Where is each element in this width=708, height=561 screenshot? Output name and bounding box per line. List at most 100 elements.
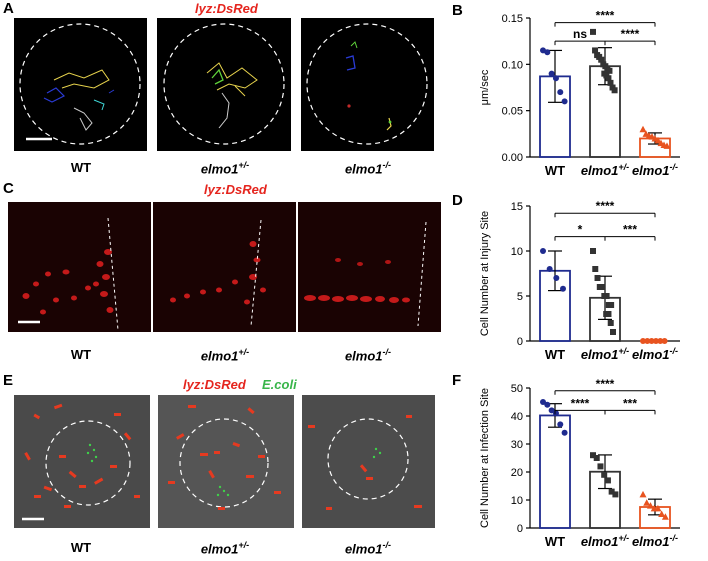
x-tick-label: elmo1+/- (581, 346, 629, 362)
data-point (552, 75, 559, 82)
x-tick-label: elmo1-/- (632, 533, 678, 549)
data-point (553, 275, 560, 281)
data-point (607, 320, 614, 326)
data-point (661, 338, 668, 344)
data-point (640, 338, 646, 344)
y-tick-label: 30 (511, 439, 523, 451)
significance-label: **** (596, 9, 615, 23)
genotype-label-e-wt: WT (70, 540, 92, 555)
significance-label: **** (596, 199, 615, 213)
y-tick-label: 5 (517, 291, 523, 303)
y-tick-label: 0 (517, 523, 523, 535)
y-tick-label: 10 (511, 246, 523, 258)
data-point (552, 410, 559, 417)
data-point (646, 502, 654, 509)
data-point (544, 49, 551, 56)
y-tick-label: 0.10 (502, 59, 523, 71)
data-point (657, 338, 664, 344)
panel-label-d: D (452, 192, 463, 209)
y-tick-label: 0 (517, 336, 523, 348)
chart-f: 0 10 20 30 40 50 Cell Number at Infection Site… (479, 377, 680, 549)
data-point (610, 329, 616, 335)
significance-label: *** (623, 223, 637, 237)
significance-label: ns (573, 27, 587, 41)
significance-bracket (554, 409, 606, 415)
y-axis-label: Cell Number at Infection Site (479, 388, 491, 528)
infection-image-het (158, 395, 294, 528)
data-point (639, 125, 647, 133)
y-tick-label: 20 (511, 467, 523, 479)
significance-bracket (554, 236, 606, 241)
genotype-label-a-wt: WT (70, 160, 92, 175)
panel-label-c: C (3, 180, 14, 197)
data-point (598, 56, 605, 63)
chart-d: 0 5 10 15 Cell Number at Injury Site WT elmo1+… (479, 199, 680, 362)
data-point (590, 28, 596, 35)
data-point (612, 491, 619, 498)
genotype-label-c-wt: WT (70, 347, 92, 362)
data-point (654, 136, 662, 144)
data-point (592, 47, 599, 54)
x-tick-label: WT (545, 347, 565, 362)
data-point (608, 488, 615, 495)
data-point (607, 79, 614, 86)
panel-c-title: lyz:DsRed (204, 182, 267, 197)
genotype-label-e-hom: elmo1-/- (344, 540, 392, 557)
y-tick-label: 15 (511, 201, 523, 213)
genotype-label-a-hom: elmo1-/- (344, 160, 392, 177)
data-point (548, 70, 555, 77)
data-point (661, 513, 669, 520)
panel-label-f: F (452, 372, 462, 389)
data-point (540, 399, 546, 405)
x-tick-label: WT (545, 163, 565, 178)
data-point (663, 142, 671, 149)
significance-label: **** (571, 396, 590, 410)
x-tick-label: WT (545, 534, 565, 549)
significance-bracket (554, 22, 656, 27)
infection-image-wt (14, 395, 150, 528)
significance-bracket (554, 390, 656, 395)
data-point (561, 429, 568, 436)
genotype-label-c-hom: elmo1-/- (344, 347, 392, 364)
data-point (644, 338, 651, 344)
significance-bracket (554, 212, 656, 218)
significance-label: **** (596, 377, 615, 391)
tracking-image-het (157, 18, 291, 151)
data-point (540, 248, 546, 254)
x-tick-label: elmo1+/- (581, 162, 629, 178)
data-point (608, 302, 615, 308)
y-tick-label: 0.05 (502, 106, 523, 118)
panel-label-a: A (3, 0, 14, 17)
data-point (594, 275, 601, 281)
x-tick-label: elmo1+/- (581, 533, 629, 549)
data-point (592, 266, 599, 272)
data-point (599, 284, 606, 290)
data-point (601, 471, 608, 478)
y-axis-label: Cell Number at Injury Site (479, 211, 491, 336)
chart-b: 0.00 0.05 0.10 0.15 μm/sec WT elmo1+/- elmo1-/-… (479, 9, 680, 178)
data-point (648, 338, 655, 344)
data-point (643, 499, 651, 506)
x-tick-label: elmo1-/- (632, 346, 678, 362)
data-point (658, 510, 666, 517)
data-point (606, 67, 613, 74)
data-point (593, 455, 600, 461)
tracking-image-hom (301, 18, 434, 151)
error-bar (548, 250, 562, 292)
significance-bracket (554, 40, 606, 46)
y-tick-label: 0.00 (502, 152, 523, 164)
panel-label-b: B (452, 2, 463, 19)
significance-bracket (604, 236, 656, 241)
data-point (605, 311, 612, 317)
injury-image-wt (8, 202, 151, 332)
significance-label: * (578, 223, 583, 237)
infection-image-hom (302, 395, 435, 528)
panel-e-title-red: lyz:DsRed (183, 377, 246, 392)
data-point (557, 89, 564, 96)
genotype-label-c-het: elmo1+/- (200, 347, 250, 364)
genotype-label-e-het: elmo1+/- (200, 540, 250, 557)
significance-bracket (604, 40, 656, 46)
injury-image-het (153, 202, 296, 332)
panel-a-title: lyz:DsRed (195, 1, 258, 16)
data-point (590, 452, 596, 459)
